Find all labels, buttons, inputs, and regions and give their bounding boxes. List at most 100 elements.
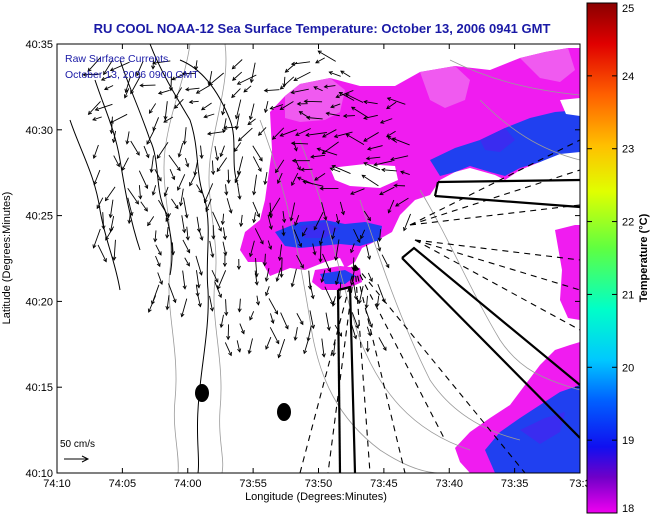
current-vector bbox=[195, 85, 210, 94]
current-vector bbox=[400, 170, 410, 176]
current-vector bbox=[121, 157, 129, 172]
current-vector bbox=[111, 130, 117, 144]
current-vector bbox=[103, 60, 113, 76]
current-vector bbox=[174, 87, 183, 100]
y-tick-label: 40:10 bbox=[25, 468, 53, 480]
current-vector bbox=[320, 269, 326, 284]
current-vector bbox=[157, 272, 163, 285]
current-vector bbox=[391, 137, 410, 146]
current-vector bbox=[263, 88, 280, 93]
current-vector bbox=[312, 243, 317, 256]
current-vector bbox=[277, 172, 283, 184]
current-vector bbox=[329, 167, 341, 173]
current-vector bbox=[350, 188, 365, 195]
current-vector bbox=[381, 167, 397, 172]
current-vector bbox=[282, 210, 287, 224]
current-vector bbox=[183, 197, 189, 219]
current-vector bbox=[171, 73, 184, 81]
x-tick-label: 73:50 bbox=[305, 478, 333, 490]
current-vector bbox=[143, 145, 150, 159]
current-vector bbox=[103, 85, 114, 91]
current-vector bbox=[113, 155, 120, 168]
current-vector bbox=[331, 296, 336, 307]
current-vector bbox=[247, 338, 253, 355]
current-vector bbox=[219, 314, 224, 329]
current-vector bbox=[226, 324, 231, 341]
colorbar-tick-label: 22 bbox=[622, 217, 634, 229]
current-vector bbox=[295, 128, 311, 136]
current-vector bbox=[252, 145, 263, 162]
current-vector bbox=[237, 127, 253, 142]
current-vector bbox=[127, 212, 132, 225]
current-vector bbox=[236, 258, 241, 270]
current-vector bbox=[264, 268, 270, 282]
x-tick-label: 73:3 bbox=[569, 478, 590, 490]
y-axis-label: Latitude (Degrees:Minutes) bbox=[1, 192, 13, 325]
current-vector bbox=[267, 214, 273, 230]
current-vector bbox=[226, 198, 233, 214]
current-vector bbox=[216, 157, 228, 173]
current-vector bbox=[322, 253, 332, 273]
current-vector bbox=[275, 267, 282, 282]
current-vector bbox=[214, 281, 222, 299]
colorbar bbox=[586, 2, 618, 514]
current-vector bbox=[156, 141, 169, 159]
current-vector bbox=[269, 327, 280, 345]
current-vector bbox=[105, 226, 115, 241]
current-vector bbox=[302, 180, 324, 187]
current-vector bbox=[263, 171, 268, 186]
current-vector bbox=[281, 225, 286, 237]
current-vector bbox=[305, 132, 327, 137]
current-vector bbox=[342, 113, 355, 119]
current-vector bbox=[321, 202, 328, 221]
current-vector bbox=[366, 145, 383, 151]
current-vector bbox=[376, 240, 382, 252]
current-vector bbox=[377, 229, 382, 242]
colorbar-tick-label: 23 bbox=[622, 144, 634, 156]
current-vector bbox=[277, 244, 283, 262]
current-vector bbox=[232, 71, 243, 81]
current-vector bbox=[177, 174, 186, 191]
current-vector bbox=[224, 299, 229, 317]
x-tick-label: 74:00 bbox=[174, 478, 202, 490]
current-vector bbox=[127, 187, 139, 205]
current-vector bbox=[277, 338, 286, 359]
current-vector bbox=[152, 117, 159, 132]
current-vector bbox=[152, 60, 171, 65]
colorbar-tick-label: 21 bbox=[622, 289, 634, 301]
current-vector bbox=[109, 113, 128, 124]
current-vector bbox=[271, 127, 285, 140]
current-vector bbox=[290, 268, 297, 288]
current-vector bbox=[331, 342, 336, 357]
current-vector bbox=[303, 339, 309, 355]
current-vector bbox=[279, 101, 294, 110]
current-vector bbox=[291, 158, 310, 163]
current-vector bbox=[226, 169, 231, 184]
current-vector bbox=[268, 202, 273, 219]
current-vector bbox=[92, 116, 102, 121]
current-vector bbox=[395, 197, 409, 207]
current-vector bbox=[222, 253, 227, 268]
current-vector bbox=[315, 57, 325, 64]
current-vector bbox=[310, 154, 326, 159]
current-vector bbox=[196, 184, 203, 194]
current-vector bbox=[224, 184, 229, 196]
current-vector bbox=[136, 60, 144, 77]
current-vector bbox=[194, 60, 199, 71]
current-vector bbox=[234, 99, 242, 120]
current-vector bbox=[248, 240, 255, 258]
current-vector bbox=[351, 325, 358, 340]
current-vector bbox=[335, 90, 354, 99]
current-vector bbox=[223, 125, 239, 130]
current-vector bbox=[334, 239, 340, 262]
current-vector bbox=[155, 255, 161, 268]
current-vector bbox=[247, 118, 256, 126]
current-vector bbox=[236, 340, 242, 353]
colorbar-tick-label: 24 bbox=[622, 71, 634, 83]
current-vector bbox=[222, 241, 228, 257]
current-vector bbox=[351, 312, 360, 329]
current-vector bbox=[386, 97, 406, 105]
current-vector bbox=[322, 129, 337, 138]
current-vector bbox=[195, 255, 203, 276]
current-vector bbox=[321, 338, 326, 358]
